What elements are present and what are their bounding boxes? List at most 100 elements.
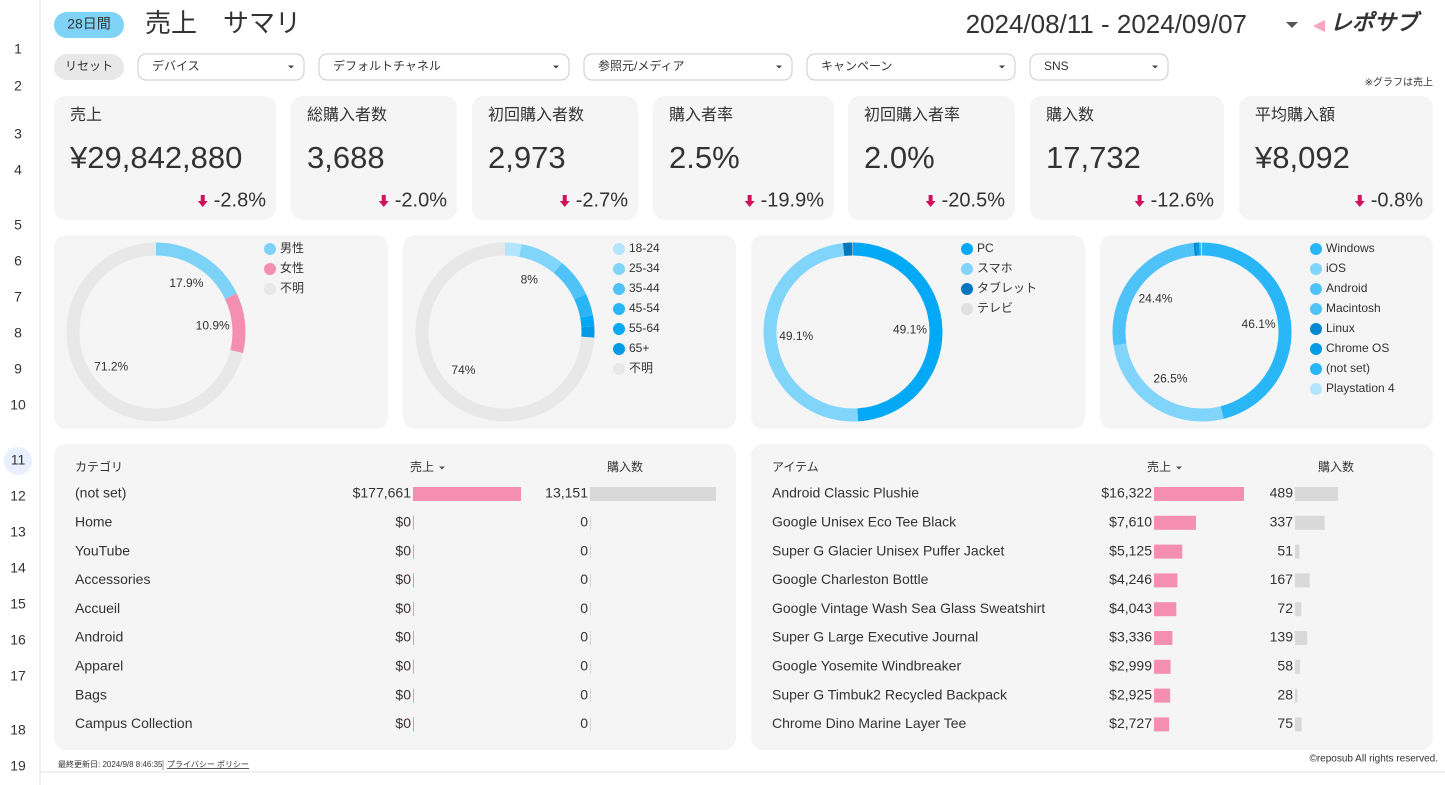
- dropdown-caret: [776, 65, 782, 69]
- pie-segment: [763, 243, 859, 422]
- purchases-bar: [1295, 544, 1300, 559]
- table-row-name: (not set): [75, 485, 126, 501]
- legend-swatch: [961, 283, 973, 295]
- revenue-label: $0: [395, 542, 411, 558]
- chart-card: [751, 235, 1085, 429]
- row-number: 5: [14, 217, 22, 233]
- kpi-label: 初回購入者数: [488, 106, 584, 124]
- filter-dropdown[interactable]: [806, 53, 1016, 81]
- revenue-bar: [1154, 688, 1171, 703]
- kpi-value: 3,688: [307, 140, 385, 175]
- legend-label: Linux: [1326, 321, 1355, 335]
- revenue-bar: [1154, 573, 1178, 588]
- pie-value-label: 24.4%: [1138, 291, 1172, 305]
- table-row-name: Android Classic Plushie: [772, 485, 919, 501]
- revenue-label: $0: [395, 658, 411, 674]
- legend-label: スマホ: [977, 261, 1013, 275]
- row-number: 9: [14, 361, 22, 377]
- revenue-label: $3,336: [1109, 629, 1152, 645]
- privacy-link[interactable]: プライバシー ポリシー: [167, 760, 249, 769]
- table-row-name: Super G Timbuk2 Recycled Backpack: [772, 686, 1008, 702]
- date-range[interactable]: 2024/08/11 - 2024/09/07: [966, 9, 1247, 39]
- kpi-label: 総購入者数: [307, 106, 387, 124]
- revenue-bar: [413, 717, 414, 732]
- purchases-bar: [1295, 602, 1302, 617]
- legend-swatch: [613, 243, 625, 255]
- graph-note: ※グラフは売上: [1365, 76, 1433, 89]
- filter-dropdown[interactable]: [1029, 53, 1169, 81]
- row-number: 1: [14, 41, 22, 57]
- row-number: 14: [10, 560, 26, 576]
- legend-swatch: [1310, 263, 1322, 275]
- filter-dropdown[interactable]: [137, 53, 305, 81]
- period-pill[interactable]: [54, 12, 124, 38]
- revenue-label: $2,925: [1109, 686, 1152, 702]
- table-row-name: Google Yosemite Windbreaker: [772, 658, 961, 674]
- reset-button[interactable]: [54, 54, 124, 80]
- row-highlight: [4, 447, 32, 475]
- table-row-name: Google Unisex Eco Tee Black: [772, 514, 957, 530]
- legend-swatch: [961, 263, 973, 275]
- kpi-value: ¥8,092: [1254, 140, 1350, 175]
- purchases-label: 0: [580, 629, 588, 645]
- table-header[interactable]: 購入数: [607, 459, 643, 474]
- kpi-label: 売上: [70, 106, 102, 124]
- purchases-bar: [1295, 631, 1308, 645]
- kpi-value: 2.5%: [669, 140, 740, 175]
- legend-swatch: [1310, 323, 1322, 335]
- table-row-name: Super G Large Executive Journal: [772, 629, 978, 645]
- purchases-label: 167: [1270, 571, 1294, 587]
- table-row-name: Accueil: [75, 600, 120, 616]
- pie-value-label: 8%: [521, 273, 539, 287]
- kpi-card: [472, 96, 638, 220]
- pie-value-label: 46.1%: [1242, 317, 1276, 331]
- logo: レポサブ: [1330, 10, 1422, 35]
- revenue-label: $2,999: [1109, 658, 1152, 674]
- logo-accent: [1313, 20, 1325, 32]
- dropdown-caret: [288, 65, 294, 69]
- filter-label: SNS: [1044, 59, 1069, 73]
- kpi-delta: -2.0%: [395, 189, 447, 211]
- pie-segment: [574, 293, 593, 318]
- revenue-label: $7,610: [1109, 514, 1152, 530]
- copyright: ©reposub All rights reserved.: [1309, 754, 1438, 765]
- pie-value-label: 71.2%: [94, 359, 128, 373]
- legend-label: テレビ: [977, 301, 1013, 315]
- legend-label: 18-24: [629, 241, 660, 255]
- table-header[interactable]: 売上: [410, 459, 434, 474]
- purchases-label: 0: [580, 715, 588, 731]
- filter-dropdown[interactable]: [318, 53, 570, 81]
- table-row-name: Home: [75, 514, 113, 530]
- legend-label: 45-54: [629, 301, 660, 315]
- kpi-down-arrow: [197, 195, 208, 207]
- filter-dropdown[interactable]: [583, 53, 793, 81]
- legend-swatch: [1310, 383, 1322, 395]
- legend-label: Playstation 4: [1326, 381, 1395, 395]
- sort-caret: [439, 466, 445, 470]
- table-header[interactable]: 売上: [1147, 459, 1171, 474]
- legend-swatch: [1310, 363, 1322, 375]
- footer-updated: 最終更新日: 2024/9/8 8:46:35: [58, 759, 163, 769]
- pie-segment: [1201, 242, 1292, 419]
- legend-swatch: [264, 283, 276, 295]
- revenue-label: $0: [395, 686, 411, 702]
- legend-swatch: [613, 343, 625, 355]
- revenue-label: $0: [395, 715, 411, 731]
- pie-value-label: 49.1%: [779, 329, 813, 343]
- pie-segment: [580, 315, 595, 328]
- table-header[interactable]: 購入数: [1318, 459, 1354, 474]
- pie-segment: [519, 244, 563, 274]
- legend-swatch: [1310, 303, 1322, 315]
- kpi-delta: -19.9%: [761, 189, 825, 211]
- purchases-bar: [1295, 688, 1298, 703]
- revenue-label: $177,661: [353, 485, 412, 501]
- revenue-bar: [413, 487, 521, 501]
- table-row-name: Chrome Dino Marine Layer Tee: [772, 715, 966, 731]
- legend-label: タブレット: [977, 280, 1037, 295]
- purchases-label: 28: [1277, 686, 1293, 702]
- row-number: 16: [10, 632, 26, 648]
- pie-segment: [553, 263, 586, 300]
- legend-label: 55-64: [629, 321, 660, 335]
- pie-value-label: 10.9%: [196, 318, 230, 332]
- kpi-card: [1030, 96, 1224, 220]
